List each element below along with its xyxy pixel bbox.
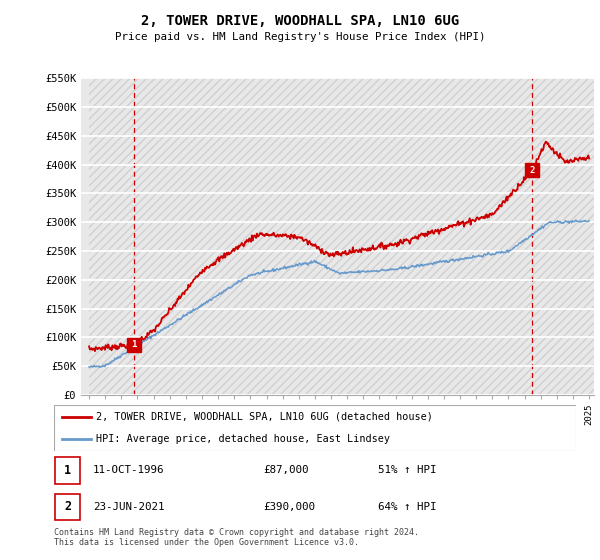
Text: 2: 2 xyxy=(64,500,71,514)
Text: 2, TOWER DRIVE, WOODHALL SPA, LN10 6UG (detached house): 2, TOWER DRIVE, WOODHALL SPA, LN10 6UG (… xyxy=(96,412,433,422)
Text: Contains HM Land Registry data © Crown copyright and database right 2024.
This d: Contains HM Land Registry data © Crown c… xyxy=(54,528,419,547)
FancyBboxPatch shape xyxy=(54,405,576,451)
Text: 1: 1 xyxy=(64,464,71,477)
Text: 11-OCT-1996: 11-OCT-1996 xyxy=(93,465,164,475)
Text: HPI: Average price, detached house, East Lindsey: HPI: Average price, detached house, East… xyxy=(96,434,390,444)
Text: Price paid vs. HM Land Registry's House Price Index (HPI): Price paid vs. HM Land Registry's House … xyxy=(115,32,485,43)
Text: £390,000: £390,000 xyxy=(263,502,315,512)
Text: 64% ↑ HPI: 64% ↑ HPI xyxy=(377,502,436,512)
Text: 2, TOWER DRIVE, WOODHALL SPA, LN10 6UG: 2, TOWER DRIVE, WOODHALL SPA, LN10 6UG xyxy=(141,14,459,28)
Text: 51% ↑ HPI: 51% ↑ HPI xyxy=(377,465,436,475)
Text: 2: 2 xyxy=(530,166,535,175)
Text: 23-JUN-2021: 23-JUN-2021 xyxy=(93,502,164,512)
FancyBboxPatch shape xyxy=(55,493,80,520)
Text: £87,000: £87,000 xyxy=(263,465,308,475)
Text: 1: 1 xyxy=(131,340,137,349)
FancyBboxPatch shape xyxy=(55,457,80,484)
